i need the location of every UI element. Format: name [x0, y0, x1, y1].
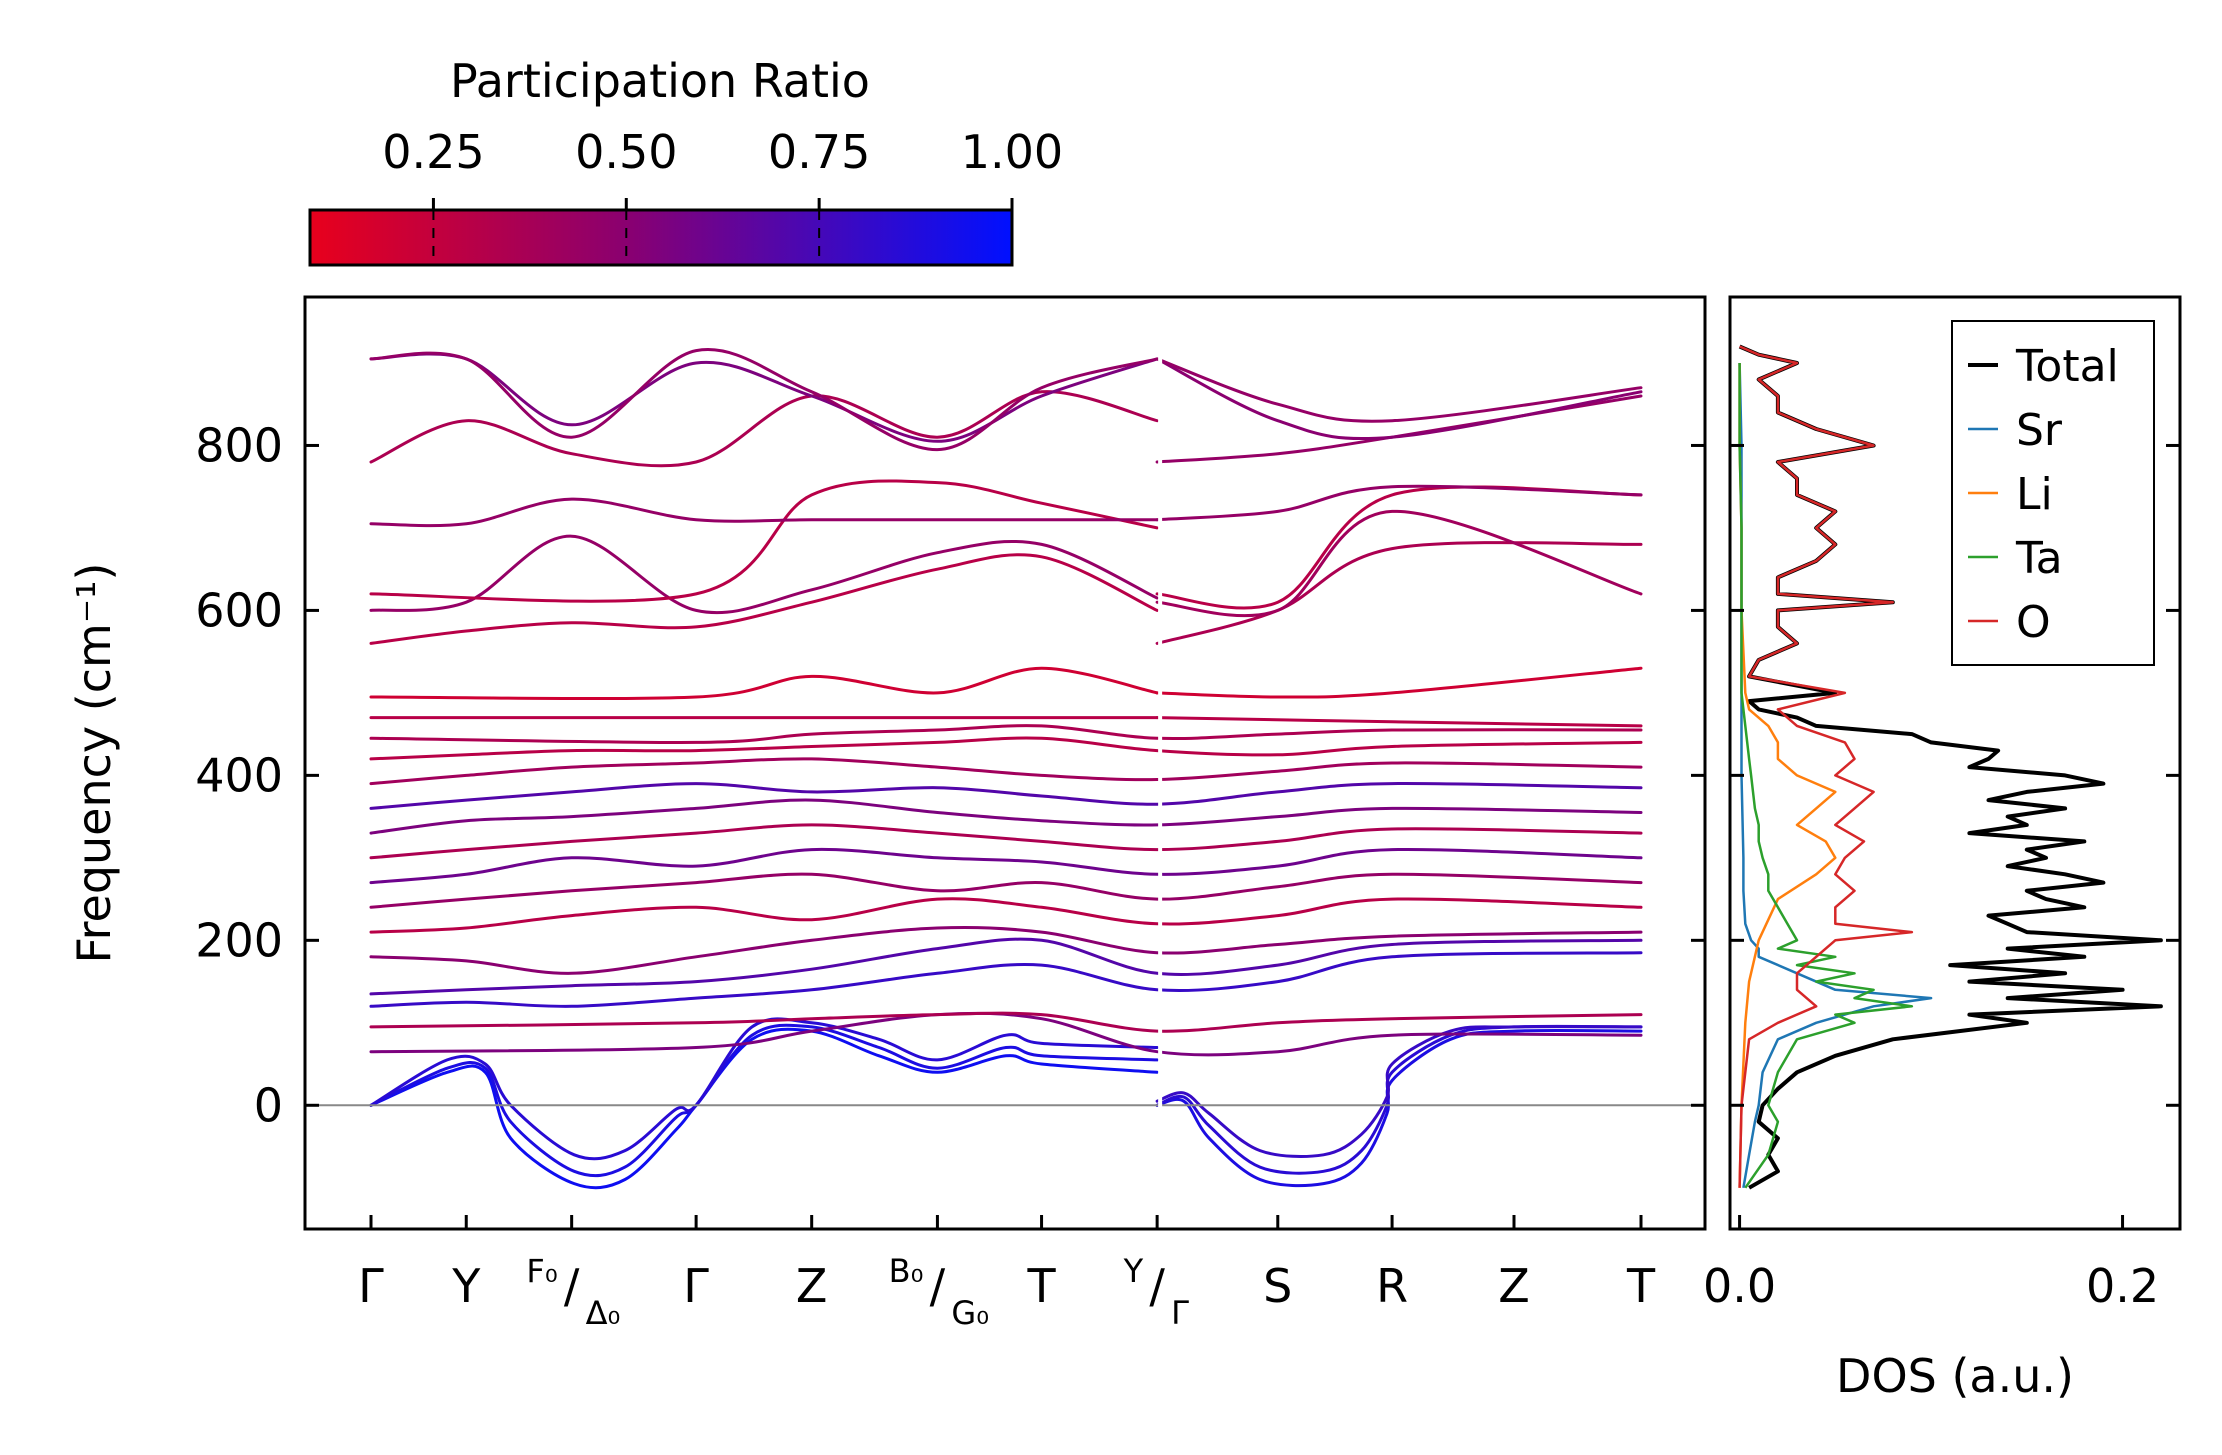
band-gap-1b [1155, 716, 1643, 728]
band-mid-9 [369, 724, 1643, 744]
band-mid-2 [369, 872, 1643, 909]
x-tick-label: Γ [358, 1259, 384, 1313]
dos-x-tick-label: 0.0 [1703, 1259, 1776, 1313]
band-y-ticks: 0 200 400 600 800 [195, 418, 1705, 1132]
band-acoustic-3 [369, 1017, 1159, 1161]
band-acoustic-2 [369, 1023, 1159, 1178]
x-tick-label: S [1263, 1259, 1292, 1313]
band-low-4 [369, 937, 1643, 996]
band-acoustic-1b [1155, 1028, 1643, 1188]
legend-label-ta: Ta [2015, 533, 2063, 584]
band-o-600 [369, 534, 1159, 615]
colorbar-gradient [308, 208, 1014, 267]
band-o-700 [369, 497, 1159, 528]
band-o-900b [1155, 357, 1643, 441]
dos-y-ticks [1730, 443, 2180, 1107]
x-tick-label: T [1626, 1259, 1656, 1313]
band-low-1 [369, 1011, 1643, 1057]
band-o-560 [369, 553, 1159, 645]
band-low-3 [369, 951, 1643, 1008]
band-mid-6 [369, 782, 1643, 810]
x-tick-label: Z [1498, 1259, 1530, 1313]
legend-label-o: O [2016, 597, 2051, 648]
dos-x-axis-label: DOS (a.u.) [1836, 1349, 2074, 1403]
colorbar-tick-label: 0.50 [575, 125, 677, 179]
dos-legend: Total Sr Li Ta O [1951, 320, 2155, 666]
band-mid-5 [369, 798, 1643, 835]
dos-panel: 0.0 0.2 DOS (a.u.) Total Sr Li Ta O [1703, 295, 2182, 1403]
x-tick-label-slash: / [564, 1259, 580, 1313]
dos-x-ticks: 0.0 0.2 [1703, 1215, 2159, 1313]
band-mid-3 [369, 847, 1643, 885]
band-o-910b [1155, 357, 1643, 423]
band-mid-7 [369, 757, 1643, 786]
colorbar-ticks: 0.25 0.50 0.75 1.00 [382, 125, 1063, 265]
colorbar-tick-label: 0.75 [768, 125, 870, 179]
band-acoustic-3b [1155, 1025, 1643, 1158]
band-x-ticks: Γ Y F₀ / Δ₀ Γ Z B₀ / G₀ T Y / Γ S R Z T [358, 1215, 1656, 1332]
band-mid-8 [369, 736, 1643, 761]
band-o-600b [1155, 509, 1643, 618]
colorbar-tick-label: 1.00 [961, 125, 1063, 179]
x-tick-label-slash: / [930, 1259, 946, 1313]
dos-axes-frame [1728, 295, 2182, 1231]
band-o-560b [1155, 541, 1643, 645]
x-tick-label-slash: / [1149, 1259, 1165, 1313]
band-axes-frame [303, 295, 1707, 1231]
band-o-620 [369, 479, 1159, 603]
legend-label-total: Total [2015, 341, 2119, 392]
x-tick-label-sub: Δ₀ [586, 1294, 621, 1332]
legend-label-li: Li [2016, 469, 2053, 520]
y-axis-label: Frequency (cm⁻¹) [67, 563, 121, 964]
band-mid-4 [369, 823, 1643, 860]
band-mid-1 [369, 897, 1643, 934]
dos-x-tick-label: 0.2 [2086, 1259, 2159, 1313]
dos-line-ta [1738, 363, 1914, 1189]
x-tick-label: T [1027, 1259, 1057, 1313]
colorbar: Participation Ratio 0.25 0.50 0.75 1.00 [308, 54, 1063, 267]
band-o-700b [1155, 484, 1643, 522]
band-acoustic-1 [369, 1027, 1159, 1190]
band-o-910 [369, 348, 1159, 452]
x-tick-label: Y [451, 1259, 481, 1313]
x-tick-label: R [1376, 1259, 1408, 1313]
band-low-5 [369, 925, 1643, 975]
band-o-500b [1155, 666, 1643, 699]
band-acoustic-2b [1155, 1024, 1643, 1175]
colorbar-title: Participation Ratio [450, 54, 870, 108]
x-tick-label: Γ [683, 1259, 709, 1313]
y-tick-label: 800 [195, 418, 283, 472]
x-tick-label-sup: B₀ [889, 1252, 924, 1290]
band-low-2 [369, 1011, 1643, 1033]
colorbar-tick-label: 0.25 [382, 125, 484, 179]
dos-line-li [1738, 363, 1837, 1188]
x-tick-label-sup: F₀ [526, 1252, 557, 1290]
x-tick-label: Z [796, 1259, 828, 1313]
y-tick-label: 0 [254, 1078, 283, 1132]
band-o-900 [369, 352, 1159, 443]
band-o-780 [369, 390, 1159, 468]
band-lines [369, 348, 1643, 1190]
x-tick-label-sub: G₀ [951, 1294, 989, 1332]
y-tick-label: 200 [195, 913, 283, 967]
x-tick-label-sup: Y [1123, 1252, 1144, 1290]
y-tick-label: 400 [195, 748, 283, 802]
y-tick-label: 600 [195, 583, 283, 637]
dos-line-o [1738, 345, 1914, 1188]
x-tick-label-sub: Γ [1171, 1294, 1189, 1332]
dos-lines [1738, 344, 2163, 1190]
legend-label-sr: Sr [2016, 405, 2063, 456]
band-o-500 [369, 666, 1159, 701]
